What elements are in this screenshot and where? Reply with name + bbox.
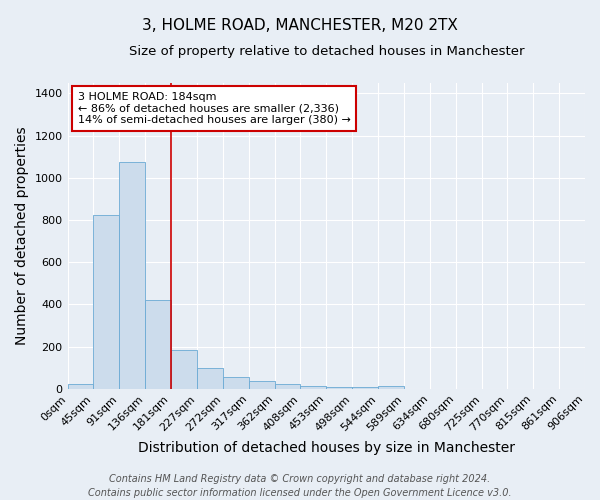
Text: 3 HOLME ROAD: 184sqm
← 86% of detached houses are smaller (2,336)
14% of semi-de: 3 HOLME ROAD: 184sqm ← 86% of detached h…: [78, 92, 351, 125]
Bar: [248, 381, 275, 389]
Bar: [94, 214, 119, 389]
Title: Size of property relative to detached houses in Manchester: Size of property relative to detached ho…: [128, 45, 524, 58]
Bar: [68, 384, 94, 389]
Bar: [352, 387, 378, 389]
X-axis label: Distribution of detached houses by size in Manchester: Distribution of detached houses by size …: [138, 441, 515, 455]
Y-axis label: Number of detached properties: Number of detached properties: [15, 126, 29, 345]
Bar: [275, 384, 301, 389]
Bar: [378, 386, 404, 389]
Bar: [326, 387, 352, 389]
Bar: [223, 377, 248, 389]
Bar: [145, 300, 171, 389]
Bar: [119, 162, 145, 389]
Bar: [197, 368, 223, 389]
Bar: [301, 386, 326, 389]
Bar: [171, 350, 197, 389]
Text: Contains HM Land Registry data © Crown copyright and database right 2024.
Contai: Contains HM Land Registry data © Crown c…: [88, 474, 512, 498]
Text: 3, HOLME ROAD, MANCHESTER, M20 2TX: 3, HOLME ROAD, MANCHESTER, M20 2TX: [142, 18, 458, 32]
